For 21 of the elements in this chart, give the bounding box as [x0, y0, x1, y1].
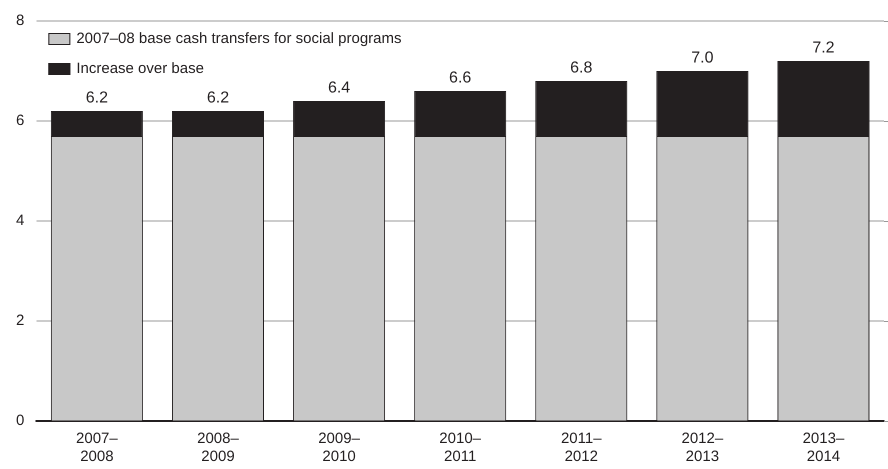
- legend-label: 2007–08 base cash transfers for social programs: [76, 30, 402, 48]
- total-label: 6.8: [570, 59, 592, 76]
- y-tick-label: 6: [16, 112, 24, 130]
- total-label: 6.6: [449, 69, 472, 86]
- y-tick-label: 0: [16, 412, 24, 430]
- y-tick-label: 4: [16, 212, 24, 230]
- x-tick-label: 2011–2012: [560, 430, 602, 466]
- y-tick-label: 2: [16, 312, 24, 330]
- total-label: 7.0: [691, 49, 714, 66]
- x-tick-label: 2009–2010: [318, 430, 361, 466]
- total-label: 6.2: [86, 89, 108, 106]
- x-tick-label: 2013–2014: [802, 430, 845, 466]
- total-label: 6.2: [206, 89, 230, 106]
- total-label: 6.4: [328, 79, 350, 96]
- legend-label: Increase over base: [76, 60, 204, 78]
- total-label: 7.2: [812, 39, 835, 56]
- y-tick-label: 8: [16, 12, 24, 30]
- x-tick-label: 2010–2011: [439, 430, 482, 466]
- x-tick-label: 2012–2013: [682, 430, 724, 466]
- x-tick-label: 2007–2008: [76, 430, 118, 466]
- x-tick-label: 2008–2009: [197, 430, 240, 466]
